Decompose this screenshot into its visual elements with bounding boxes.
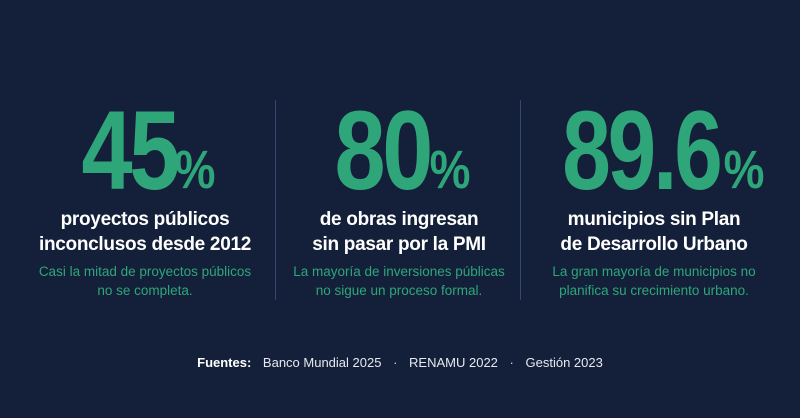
stats-row: 45% proyectos públicos inconclusos desde… bbox=[0, 95, 800, 325]
stat-description-line: Casi la mitad de proyectos públicos bbox=[38, 264, 252, 279]
stat-headline-line: de obras ingresan bbox=[319, 209, 479, 230]
column-divider bbox=[275, 100, 276, 300]
stat-description-line: planifica su crecimiento urbano. bbox=[559, 283, 749, 298]
stat-percent-sign: % bbox=[723, 140, 765, 200]
sources-label: Fuentes: bbox=[197, 355, 252, 370]
source-item: Gestión 2023 bbox=[525, 355, 603, 370]
stat-figure: 45% bbox=[20, 95, 270, 207]
source-separator: · bbox=[509, 355, 514, 370]
stat-headline: de obras ingresan sin pasar por la PMI bbox=[280, 207, 518, 257]
stat-figure: 89.6% bbox=[524, 95, 784, 207]
stat-description-line: no sigue un proceso formal. bbox=[315, 283, 483, 298]
stat-number: 80 bbox=[334, 88, 433, 213]
source-item: RENAMU 2022 bbox=[409, 355, 498, 370]
stat-description-line: La gran mayoría de municipios no bbox=[552, 264, 756, 279]
stat-figure: 80% bbox=[280, 95, 518, 207]
stat-description-line: no se completa. bbox=[97, 283, 193, 298]
stat-description-line: La mayoría de inversiones públicas bbox=[293, 264, 505, 279]
stat-headline-line: municipios sin Plan bbox=[567, 209, 741, 230]
stat-block-projects: 45% proyectos públicos inconclusos desde… bbox=[20, 95, 270, 300]
source-item: Banco Mundial 2025 bbox=[262, 355, 382, 370]
stat-headline: proyectos públicos inconclusos desde 201… bbox=[20, 207, 270, 257]
column-divider bbox=[520, 100, 521, 300]
stat-block-municipalities: 89.6% municipios sin Plan de Desarrollo … bbox=[524, 95, 784, 300]
stat-headline: municipios sin Plan de Desarrollo Urbano bbox=[524, 207, 784, 257]
sources-line: Fuentes: Banco Mundial 2025 · RENAMU 202… bbox=[0, 355, 800, 370]
stat-percent-sign: % bbox=[429, 140, 471, 200]
stat-description: La gran mayoría de municipios no planifi… bbox=[524, 262, 784, 300]
stat-description: La mayoría de inversiones públicas no si… bbox=[280, 262, 518, 300]
stat-number: 45 bbox=[81, 88, 180, 213]
source-separator: · bbox=[393, 355, 398, 370]
stat-description: Casi la mitad de proyectos públicos no s… bbox=[20, 262, 270, 300]
stat-percent-sign: % bbox=[174, 140, 216, 200]
stat-headline-line: inconclusos desde 2012 bbox=[39, 234, 251, 255]
stat-headline-line: sin pasar por la PMI bbox=[312, 234, 486, 255]
stat-headline-line: de Desarrollo Urbano bbox=[560, 234, 748, 255]
stat-headline-line: proyectos públicos bbox=[60, 209, 230, 230]
stat-block-works: 80% de obras ingresan sin pasar por la P… bbox=[280, 95, 518, 300]
stat-number: 89.6 bbox=[562, 88, 723, 213]
